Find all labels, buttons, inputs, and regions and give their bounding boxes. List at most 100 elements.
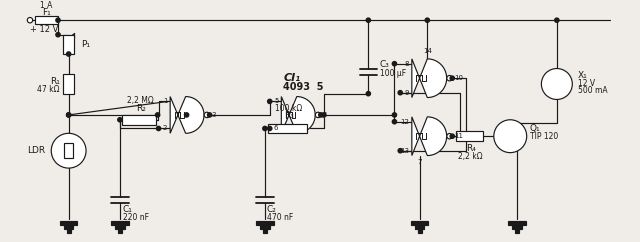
Bar <box>111 221 129 225</box>
Bar <box>63 74 74 94</box>
Polygon shape <box>412 117 447 156</box>
Text: C₂: C₂ <box>267 205 276 214</box>
Text: LDR: LDR <box>28 146 45 155</box>
Text: + 12 V: + 12 V <box>30 25 58 34</box>
Circle shape <box>494 120 527 153</box>
Circle shape <box>263 126 267 131</box>
Circle shape <box>555 18 559 22</box>
Bar <box>64 225 74 229</box>
Text: 9: 9 <box>404 90 409 96</box>
Text: 5: 5 <box>274 98 278 104</box>
Text: R₂: R₂ <box>136 104 146 113</box>
Circle shape <box>118 118 122 122</box>
Circle shape <box>51 133 86 168</box>
Text: 47 kΩ: 47 kΩ <box>38 85 60 94</box>
Bar <box>260 225 269 229</box>
Bar <box>35 16 58 24</box>
Text: X₁: X₁ <box>578 71 588 80</box>
Text: 500 mA: 500 mA <box>578 86 608 95</box>
Circle shape <box>366 18 371 22</box>
Text: 13: 13 <box>400 148 409 154</box>
Circle shape <box>156 113 160 117</box>
Bar <box>508 221 525 225</box>
Bar <box>115 225 125 229</box>
Text: 11: 11 <box>454 133 463 139</box>
Circle shape <box>447 134 452 139</box>
Text: 8: 8 <box>404 61 409 67</box>
Bar <box>411 221 428 225</box>
Circle shape <box>447 76 452 81</box>
Circle shape <box>450 76 454 80</box>
Circle shape <box>392 120 397 124</box>
Circle shape <box>56 33 60 37</box>
Circle shape <box>28 17 33 23</box>
Text: 1: 1 <box>163 98 167 104</box>
Circle shape <box>56 18 60 22</box>
Text: 4093  5: 4093 5 <box>284 82 324 92</box>
Text: C₁: C₁ <box>123 205 132 214</box>
Text: 12 V: 12 V <box>578 79 595 88</box>
Text: Q₁: Q₁ <box>529 124 540 133</box>
Polygon shape <box>412 59 447 98</box>
Text: 14: 14 <box>423 48 432 54</box>
Circle shape <box>207 113 212 117</box>
Circle shape <box>156 126 161 131</box>
Text: 2,2 MΩ: 2,2 MΩ <box>127 96 154 105</box>
Text: 1 A: 1 A <box>40 1 52 10</box>
Text: C₃: C₃ <box>380 60 390 69</box>
Text: TIP 120: TIP 120 <box>529 132 558 141</box>
Circle shape <box>316 112 321 118</box>
Circle shape <box>268 99 272 104</box>
Bar <box>60 221 77 225</box>
Text: 12: 12 <box>400 119 409 125</box>
Circle shape <box>398 149 403 153</box>
Text: R₄: R₄ <box>466 144 476 153</box>
Polygon shape <box>282 97 315 133</box>
Text: R₃: R₃ <box>284 111 294 121</box>
Bar <box>256 221 273 225</box>
Circle shape <box>398 91 403 95</box>
Text: 220 nF: 220 nF <box>123 213 148 222</box>
Bar <box>118 229 122 233</box>
Text: 10: 10 <box>454 75 463 81</box>
Bar <box>268 124 307 133</box>
Bar <box>418 229 422 233</box>
Bar <box>456 131 483 141</box>
Text: 100 μF: 100 μF <box>380 69 406 78</box>
Circle shape <box>67 113 71 117</box>
Bar <box>263 229 267 233</box>
Bar <box>64 143 74 159</box>
Text: 2,2 kΩ: 2,2 kΩ <box>458 152 483 161</box>
Text: 470 nF: 470 nF <box>267 213 293 222</box>
Circle shape <box>450 134 454 138</box>
Circle shape <box>366 91 371 96</box>
Text: 6: 6 <box>274 125 278 131</box>
Circle shape <box>67 113 71 117</box>
Bar <box>415 225 424 229</box>
Circle shape <box>425 18 429 22</box>
Polygon shape <box>170 97 204 133</box>
Circle shape <box>541 68 572 99</box>
Text: P₁: P₁ <box>81 40 90 49</box>
Bar <box>122 115 156 125</box>
Circle shape <box>204 112 209 118</box>
Text: CI₁: CI₁ <box>284 73 300 83</box>
Text: 7: 7 <box>417 159 422 165</box>
Circle shape <box>319 113 323 117</box>
Circle shape <box>268 126 272 131</box>
Circle shape <box>67 52 71 56</box>
Circle shape <box>321 113 326 117</box>
Bar <box>63 35 74 54</box>
Circle shape <box>392 61 397 66</box>
Text: 3: 3 <box>212 112 216 118</box>
Text: 2: 2 <box>163 125 167 131</box>
Bar <box>512 225 522 229</box>
Text: 4: 4 <box>323 112 327 118</box>
Text: R₁: R₁ <box>50 77 60 86</box>
Circle shape <box>184 113 189 117</box>
Bar <box>515 229 519 233</box>
Circle shape <box>392 113 397 117</box>
Text: 100 kΩ: 100 kΩ <box>275 104 303 113</box>
Text: F₁: F₁ <box>42 8 51 17</box>
Bar <box>67 229 70 233</box>
